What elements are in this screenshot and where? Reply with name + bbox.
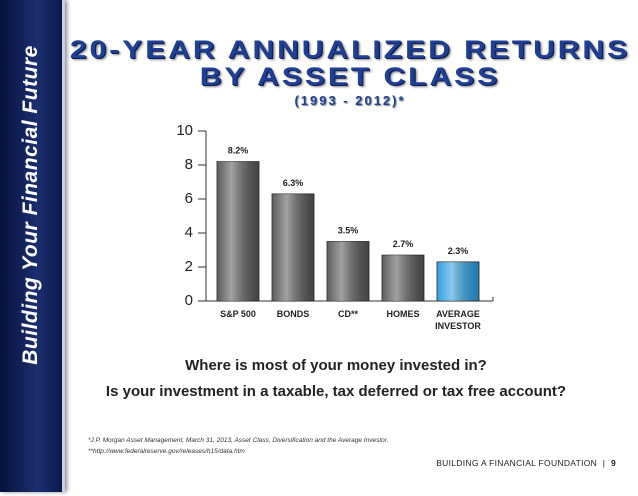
value-label: 8.2% <box>228 146 249 156</box>
bar <box>271 193 315 302</box>
x-tick-label: HOMES <box>386 309 420 319</box>
question: Where is most of your money invested in? <box>185 357 487 374</box>
x-tick-label: CD** <box>337 309 358 319</box>
bar <box>436 261 480 302</box>
footer-text: BUILDING A FINANCIAL FOUNDATION <box>436 458 598 468</box>
sidebar: Building Your Financial Future <box>0 0 65 492</box>
y-tick-label: 6 <box>185 190 193 207</box>
chart-title: 20-YEAR ANNUALIZED RETURNS <box>69 36 631 64</box>
footer-separator: | <box>602 458 606 468</box>
x-tick-label: AVERAGE INVESTOR <box>435 309 481 331</box>
y-tick-label: 10 <box>176 122 193 139</box>
x-tick-label: BONDS <box>276 309 310 319</box>
x-tick-label: S&P 500 <box>220 309 256 319</box>
chart: 0 2 4 6 8 10 8.2% 6.3% 3.5% 2.7% 2.3% <box>176 122 494 309</box>
y-tick-label: 2 <box>185 258 193 275</box>
bar <box>326 241 370 302</box>
footnote: **http://www.federalreserve.gov/releases… <box>88 448 245 455</box>
value-label: 3.5% <box>338 226 359 236</box>
y-tick-label: 8 <box>185 156 193 173</box>
footer: BUILDING A FINANCIAL FOUNDATION | 9 <box>400 458 616 468</box>
question: Is your investment in a taxable, tax def… <box>105 383 567 400</box>
value-label: 2.7% <box>393 239 414 249</box>
footnote: *J.P. Morgan Asset Management, March 31,… <box>88 437 389 444</box>
chart-title-line2: BY ASSET CLASS <box>199 63 501 91</box>
value-label: 6.3% <box>283 178 304 188</box>
bar <box>381 254 425 302</box>
value-label: 2.3% <box>448 246 469 256</box>
chart-subtitle: (1993 - 2012)* <box>294 93 406 108</box>
y-tick-label: 4 <box>185 224 193 241</box>
page-number: 9 <box>610 458 616 468</box>
y-tick-label: 0 <box>185 292 193 309</box>
bar <box>216 161 260 302</box>
